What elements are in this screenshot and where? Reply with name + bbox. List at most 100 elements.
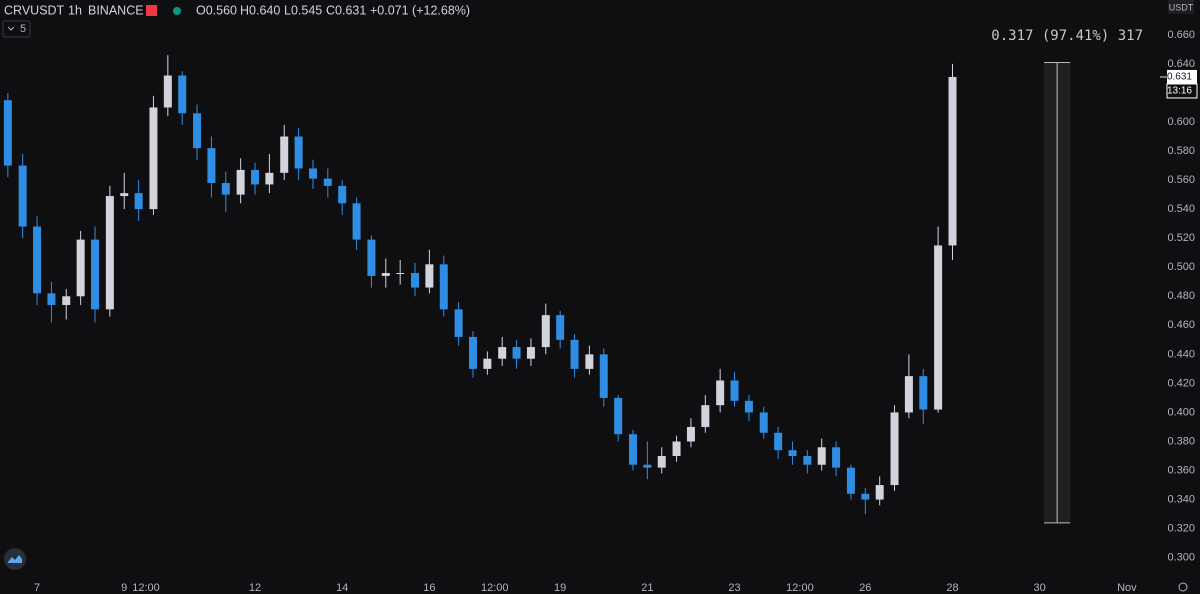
ohlc-open: O0.560 <box>196 3 237 17</box>
x-tick-label: Nov <box>1117 582 1137 594</box>
x-tick-label: 12:00 <box>481 582 509 594</box>
ohlc-close: C0.631 <box>326 3 366 17</box>
x-tick-label: 23 <box>728 582 740 594</box>
candle-body <box>338 185 347 204</box>
candle-body <box>657 456 666 468</box>
candle-body <box>890 412 899 486</box>
candle-body <box>846 467 855 494</box>
x-tick-label: 7 <box>34 582 40 594</box>
candle-body <box>774 432 783 451</box>
last-price-box <box>1167 69 1197 84</box>
candle-body <box>556 315 565 340</box>
candle-body <box>628 434 637 465</box>
y-tick-label: 0.340 <box>1167 493 1195 505</box>
candle-body <box>149 107 158 210</box>
axis-unit: USDT <box>1169 2 1194 12</box>
y-tick-label: 0.320 <box>1167 523 1195 535</box>
ohlc-change: +0.071 (+12.68%) <box>370 3 470 17</box>
candle-body <box>861 493 870 500</box>
y-tick-label: 0.420 <box>1167 377 1195 389</box>
candle-body <box>716 380 725 406</box>
candle-body <box>18 165 27 227</box>
settings[interactable] <box>1178 582 1188 592</box>
status-dot <box>173 7 181 15</box>
candle-body <box>367 239 376 276</box>
x-tick-label: 28 <box>946 582 958 594</box>
candle-body <box>178 75 187 114</box>
candle-body <box>570 339 579 369</box>
candle-body <box>411 273 420 288</box>
candle-body <box>251 169 260 185</box>
y-tick-label: 0.540 <box>1167 203 1195 215</box>
x-tick-label: 14 <box>336 582 348 594</box>
y-tick-label: 0.580 <box>1167 145 1195 157</box>
logo[interactable] <box>4 548 26 570</box>
candle-body <box>643 464 652 468</box>
candle-body <box>91 239 100 310</box>
candle-body <box>759 412 768 433</box>
flag[interactable] <box>146 5 157 16</box>
exchange: BINANCE <box>88 3 144 17</box>
header: CRVUSDT 1h BINANCE O0.560 H0.640 L0.545 … <box>2 3 470 38</box>
x-tick-label: 12:00 <box>132 582 160 594</box>
candle-body <box>105 196 114 310</box>
countdown-label: 13:16 <box>1167 86 1192 97</box>
x-tick-label: 21 <box>641 582 653 594</box>
x-tick-label: 26 <box>859 582 871 594</box>
y-tick-label: 0.380 <box>1167 435 1195 447</box>
y-tick-label: 0.480 <box>1167 290 1195 302</box>
candle-body <box>498 347 507 359</box>
unit-box[interactable] <box>1168 0 1194 14</box>
candle-body <box>686 426 695 442</box>
candle-body <box>47 293 56 305</box>
x-tick-label: 19 <box>554 582 566 594</box>
candle-body <box>221 182 230 195</box>
candle-body <box>454 309 463 337</box>
candle-body <box>323 178 332 186</box>
candle-body <box>875 485 884 500</box>
candle-body <box>120 193 129 197</box>
candle-body <box>948 76 957 246</box>
ohlc-high: H0.640 <box>240 3 280 17</box>
x-tick-label: 16 <box>423 582 435 594</box>
candle-body <box>541 315 550 348</box>
candle-body <box>832 447 841 468</box>
y-tick-label: 0.520 <box>1167 232 1195 244</box>
candle-body <box>701 405 710 427</box>
candle-body <box>280 136 289 173</box>
candle-body <box>439 264 448 310</box>
candle-body <box>934 245 943 410</box>
candle-body <box>483 358 492 369</box>
y-tick-label: 0.360 <box>1167 464 1195 476</box>
interval[interactable]: 1h <box>68 3 82 17</box>
y-tick-label: 0.400 <box>1167 406 1195 418</box>
indicator-toggle[interactable] <box>2 20 31 38</box>
ohlc-low: L0.545 <box>284 3 322 17</box>
candle-body <box>599 354 608 398</box>
candle-body <box>425 264 434 288</box>
candle-body <box>904 376 913 413</box>
y-tick-label: 0.660 <box>1167 29 1195 41</box>
candle-body <box>308 168 317 179</box>
candle-body <box>744 400 753 413</box>
symbol[interactable]: CRVUSDT <box>4 3 65 17</box>
candle-body <box>3 100 12 166</box>
candle-body <box>207 148 216 183</box>
candle-body <box>817 447 826 465</box>
indicator-count: 5 <box>20 23 26 35</box>
candle-body <box>788 450 797 457</box>
candle-body <box>803 456 812 465</box>
last-price-label: 0.631 <box>1167 72 1192 83</box>
y-tick-label: 0.500 <box>1167 261 1195 273</box>
candle-body <box>33 226 42 294</box>
x-tick-label: 12:00 <box>786 582 814 594</box>
logo-icon <box>8 555 22 563</box>
candle-body <box>919 376 928 410</box>
y-tick-label: 0.640 <box>1167 58 1195 70</box>
measure-label: 0.317 (97.41%) 317 <box>991 28 1143 44</box>
candle-body <box>236 169 245 195</box>
candle-body <box>730 380 739 401</box>
candle-body <box>585 354 594 369</box>
